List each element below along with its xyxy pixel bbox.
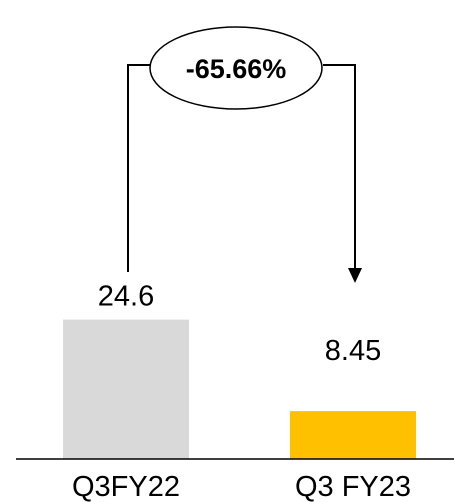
value-label-2: 8.45 [325,335,381,367]
change-annotation: -65.66% [127,26,362,283]
category-labels-group: Q3FY22 Q3 FY23 [72,471,411,502]
change-connector-right [323,64,356,270]
category-label-2: Q3 FY23 [295,471,411,502]
category-label-1: Q3FY22 [72,471,180,502]
arrow-head-icon [348,268,362,283]
change-connector-left [127,64,150,272]
value-labels-group: 24.6 8.45 [98,281,381,368]
bars-group [63,319,416,459]
change-ellipse [149,26,323,110]
bar-1 [63,319,189,459]
value-label-1: 24.6 [98,281,154,313]
bar-2 [290,411,416,459]
change-percentage: -65.66% [186,54,287,84]
